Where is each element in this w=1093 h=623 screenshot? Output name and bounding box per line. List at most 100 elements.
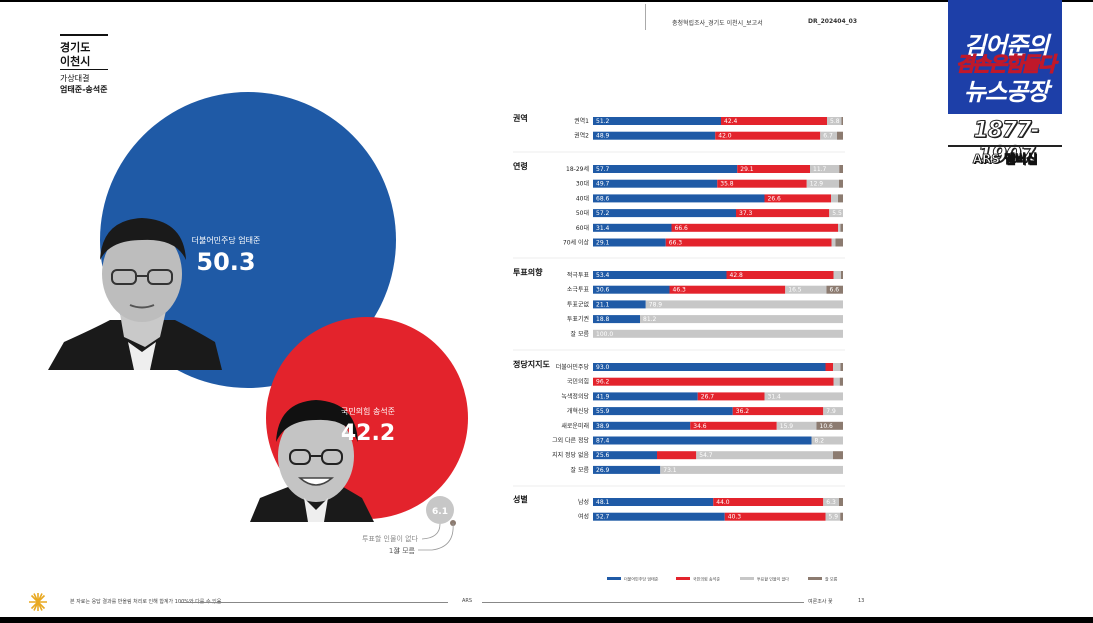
bar-segment <box>660 465 843 474</box>
candidate2-portrait <box>250 400 374 522</box>
candidate1-label: 더불어민주당 엄태준 <box>192 235 261 245</box>
bar-segment <box>593 223 672 232</box>
row-label: 소극투표 <box>567 287 590 294</box>
brand-divider <box>948 145 1062 147</box>
footer-rule-right <box>482 602 804 603</box>
data-label: 55.9 <box>596 408 610 415</box>
bar-segment <box>833 451 843 460</box>
bar-segment <box>593 117 721 125</box>
data-label: 40.3 <box>728 514 742 521</box>
title-rule-mid <box>60 69 108 70</box>
row-label: 권역1 <box>574 117 589 125</box>
data-label: 44.0 <box>716 499 730 506</box>
data-label: 93.0 <box>596 364 610 371</box>
data-label: 78.9 <box>649 301 663 308</box>
row-label: 30대 <box>576 180 589 188</box>
group-title: 성별 <box>513 494 528 504</box>
row-label: 70세 이상 <box>563 239 590 247</box>
bar-segment <box>737 165 810 173</box>
matchup-line1: 가상대결 <box>60 74 90 83</box>
bar-segment <box>593 285 670 294</box>
bar-segment <box>593 363 826 371</box>
row-label: 국민의힘 <box>567 378 589 386</box>
bar-segment <box>841 117 843 125</box>
bar-segment <box>838 194 843 203</box>
bar-segment <box>829 209 843 218</box>
data-label: 37.3 <box>739 210 753 217</box>
data-label: 34.6 <box>693 423 707 430</box>
row-label: 적극투표 <box>567 272 590 279</box>
row-label: 개혁신당 <box>567 407 590 415</box>
row-label: 40대 <box>576 194 589 202</box>
report-page: 경기도 이천시 가상대결 엄태준-송석준 충청혁립조사_경기도 이천시_보고서 … <box>0 2 878 617</box>
legend-swatch <box>808 577 822 580</box>
bar-segment <box>726 271 834 279</box>
data-label: 31.4 <box>768 393 782 400</box>
row-label: 새로운미래 <box>561 422 589 430</box>
bar-segment <box>811 436 843 445</box>
bar-segment <box>645 300 843 309</box>
bar-segment <box>669 285 786 294</box>
none-value: 6.1 <box>432 507 448 517</box>
row-label: 여성 <box>578 513 589 521</box>
data-label: 57.2 <box>596 210 610 217</box>
group-title: 권역 <box>513 113 528 123</box>
bar-segment <box>831 238 836 247</box>
candidate2-value: 42.2 <box>341 421 395 446</box>
bar-segment <box>715 131 821 140</box>
row-label: 남성 <box>578 498 589 506</box>
legend-label: 국민의힘 송석준 <box>693 576 720 582</box>
data-label: 6.6 <box>830 287 840 294</box>
none-leader <box>421 523 441 540</box>
data-label: 31.4 <box>596 225 610 232</box>
region-title-line1: 경기도 <box>60 41 91 54</box>
bar-segment <box>724 512 826 521</box>
candidate1-portrait <box>48 218 222 370</box>
data-label: 26.9 <box>596 467 610 474</box>
bar-segment <box>593 209 736 218</box>
candidate1-circle <box>100 92 396 388</box>
data-label: 66.6 <box>675 225 689 232</box>
footer-right: 여론조사 꽃 <box>808 599 833 605</box>
data-label: 29.1 <box>740 166 754 173</box>
bar-segment <box>732 407 824 416</box>
summary-graphic: 더불어민주당 엄태준 50.3 국민의힘 송석준 42.2 6.1 투표할 인물… <box>48 92 468 555</box>
bar-segment <box>593 465 661 474</box>
bar-segment <box>593 238 666 247</box>
data-label: 29.1 <box>596 240 610 247</box>
footer-center: ARS <box>462 598 473 604</box>
data-label: 26.6 <box>768 195 782 202</box>
bar-segment <box>593 271 727 279</box>
bar-segment <box>839 165 843 173</box>
bar-segment <box>764 392 843 401</box>
candidate1-value: 50.3 <box>196 248 255 276</box>
dontknow-leader <box>418 522 454 551</box>
show-logo-line3: 뉴스공장 <box>963 78 1049 106</box>
data-label: 51.2 <box>596 118 610 125</box>
data-label: 53.4 <box>596 272 610 279</box>
row-label: 더불어민주당 <box>556 363 590 371</box>
bar-segment <box>840 223 843 232</box>
none-circle <box>426 496 454 524</box>
bar-segment <box>820 131 837 140</box>
row-label: 투표군없 <box>567 300 590 308</box>
bar-segment <box>806 179 839 188</box>
bar-segment <box>593 421 691 430</box>
data-label: 21.1 <box>596 301 610 308</box>
legend-label: 잘 모름 <box>825 576 838 582</box>
row-label: 권역2 <box>574 132 589 140</box>
bar-segment <box>839 377 843 386</box>
row-label: 녹색정의당 <box>561 392 589 400</box>
bar-segment <box>838 223 841 232</box>
row-label: 잘 모름 <box>571 330 590 338</box>
show-logo-line2: 겸손은힘들다 <box>955 52 1056 77</box>
bar-segment <box>833 363 841 371</box>
show-logo-line1: 김어준의 <box>963 32 1049 60</box>
legend-swatch <box>607 577 621 580</box>
row-label: 지지 정당 없음 <box>552 451 589 459</box>
bar-segment <box>785 285 827 294</box>
data-label: 38.9 <box>596 423 610 430</box>
row-label: 50대 <box>576 209 589 217</box>
none-label: 투표할 인물이 없다 <box>362 534 419 543</box>
bar-segment <box>696 451 833 460</box>
